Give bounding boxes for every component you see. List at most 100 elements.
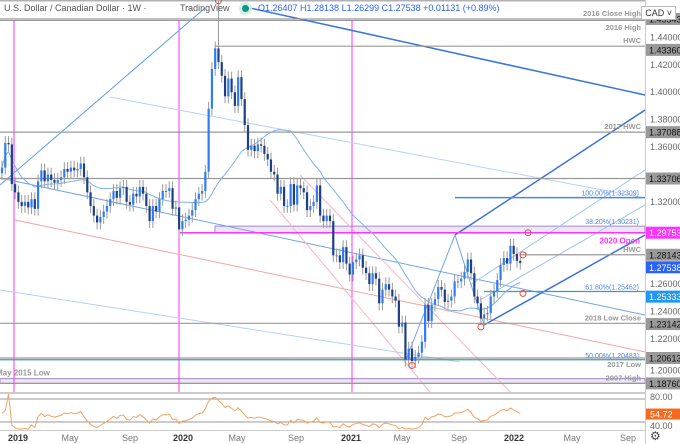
candle xyxy=(519,260,522,264)
candle xyxy=(404,322,407,360)
candle xyxy=(82,163,86,178)
candle xyxy=(430,304,433,322)
swing-marker xyxy=(519,251,527,259)
price-tag-label: 1.28143 xyxy=(649,250,680,260)
candle xyxy=(89,192,92,207)
zigzag-line xyxy=(406,234,456,358)
candle xyxy=(23,201,27,207)
candle xyxy=(443,289,446,302)
candle xyxy=(427,304,430,322)
candle xyxy=(368,273,371,285)
candle xyxy=(86,177,89,193)
y-tick-label: 1.38000 xyxy=(650,115,680,125)
candle xyxy=(374,273,378,279)
pitchfork-line xyxy=(479,204,646,301)
x-tick-label: 2020 xyxy=(173,433,193,443)
candle xyxy=(371,273,374,285)
candle xyxy=(243,99,246,126)
candle xyxy=(489,296,492,313)
candle xyxy=(191,210,194,216)
candle xyxy=(296,185,299,205)
swing-marker xyxy=(214,0,222,5)
y-tick-label: 1.36000 xyxy=(650,142,680,152)
time-axis-divider xyxy=(0,430,645,431)
candle xyxy=(79,163,82,170)
fib-label: 50.00%(1.20483) xyxy=(585,353,639,360)
trendline xyxy=(0,289,461,363)
level-label: 2017 Low xyxy=(607,360,641,369)
x-tick-label: Sep xyxy=(288,433,304,443)
candle xyxy=(33,199,36,209)
candle xyxy=(184,219,187,222)
candle xyxy=(246,125,250,150)
candle xyxy=(335,255,338,257)
candle xyxy=(112,190,115,200)
candle xyxy=(384,284,387,290)
candle xyxy=(59,177,63,180)
candle xyxy=(96,215,99,223)
x-tick-label: 2019 xyxy=(8,433,28,443)
trendline xyxy=(0,177,646,316)
y-tick-label: 1.44000 xyxy=(650,32,680,42)
pitchfork-median xyxy=(469,169,646,286)
support-band xyxy=(0,378,646,384)
candle xyxy=(20,201,23,207)
candle xyxy=(204,171,207,191)
candle xyxy=(105,206,109,212)
candle xyxy=(214,48,217,69)
level-label: HWC xyxy=(623,245,641,254)
candle xyxy=(463,271,466,279)
candle xyxy=(361,255,364,268)
price-tag xyxy=(646,290,680,303)
candle xyxy=(158,199,161,212)
price-tag-label: 1.37088 xyxy=(649,128,680,138)
candle xyxy=(168,188,171,191)
candle xyxy=(250,145,253,150)
candle xyxy=(319,185,322,216)
candle xyxy=(141,186,145,194)
candle xyxy=(125,186,128,202)
candle xyxy=(148,206,151,222)
currency-dropdown[interactable]: CAD ˅ xyxy=(641,6,676,20)
candle xyxy=(76,169,79,171)
candle xyxy=(227,78,230,97)
level-label: 2017 HWC xyxy=(604,122,641,131)
candle xyxy=(92,206,95,216)
candle xyxy=(197,193,200,200)
price-tag xyxy=(646,248,680,261)
chart-header: U.S. Dollar / Canadian Dollar · 1W · Tra… xyxy=(0,3,590,16)
candle xyxy=(194,199,197,211)
gear-icon[interactable]: ⚙ xyxy=(650,429,661,443)
candle xyxy=(7,142,10,145)
trendline xyxy=(109,96,646,199)
candle xyxy=(10,144,13,185)
candle xyxy=(217,48,220,63)
candle xyxy=(512,245,515,254)
candle xyxy=(381,289,384,304)
candle xyxy=(27,201,30,208)
candle xyxy=(102,211,105,217)
candle xyxy=(424,304,427,342)
market-status-icon xyxy=(242,5,249,12)
candle xyxy=(420,341,423,353)
candle xyxy=(128,201,132,205)
candle xyxy=(358,255,361,260)
y-tick-label: 1.24000 xyxy=(650,307,680,317)
candle xyxy=(315,185,318,202)
fib-label: 100.00%(1.32309) xyxy=(581,191,639,198)
swing-marker xyxy=(519,289,527,297)
candle xyxy=(486,312,489,315)
pitchfork-upper xyxy=(454,109,646,236)
band-label: May 2015 Low xyxy=(0,369,51,378)
level-label: 2016 Close High xyxy=(583,9,641,18)
symbol-title[interactable]: U.S. Dollar / Canadian Dollar · 1W · xyxy=(4,3,147,13)
candle xyxy=(220,62,223,76)
price-tag xyxy=(646,377,680,390)
x-tick-label: May xyxy=(228,433,246,443)
candle xyxy=(260,144,263,146)
price-tag-label: 1.20613 xyxy=(649,353,680,363)
candle xyxy=(69,167,72,172)
rsi-value-label: 54.72 xyxy=(650,410,673,420)
candle xyxy=(73,167,76,171)
